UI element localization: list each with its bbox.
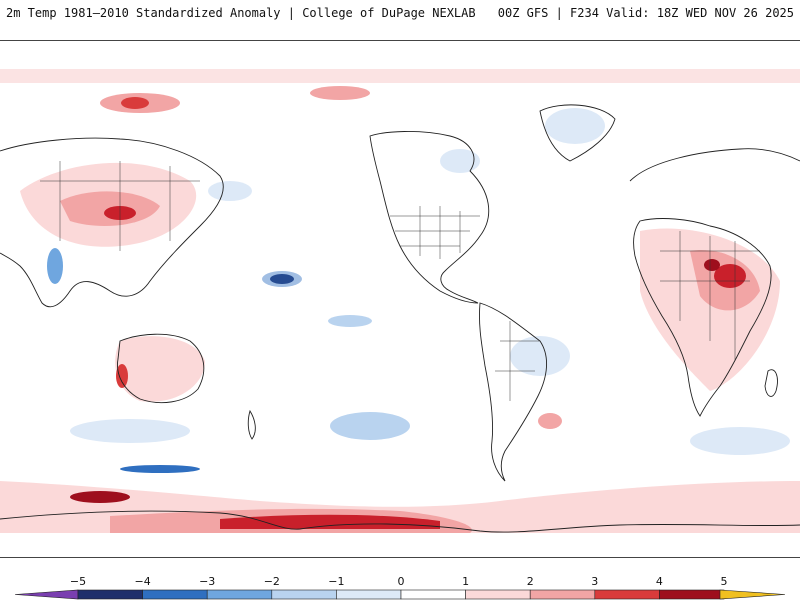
colorbar-bin (271, 589, 337, 600)
africa-coast (633, 218, 772, 417)
siberia-warm-core (121, 97, 149, 109)
sudan-warm-core (704, 259, 720, 271)
colorbar-bin (400, 589, 466, 600)
colorbar-tick-label: 4 (656, 575, 663, 588)
india-cold-anomaly (47, 248, 63, 284)
australia-anomaly (115, 336, 205, 402)
anomaly-map (0, 40, 800, 558)
hudson-cool (440, 149, 480, 173)
map-bottom-margin (0, 533, 800, 557)
colorbar-tick-label: 1 (462, 575, 469, 588)
pacific-cold-core (270, 274, 294, 284)
w-australia-warm (116, 364, 128, 388)
uruguay-warm (538, 413, 562, 429)
map-canvas (0, 41, 800, 557)
madagascar-coast (764, 369, 778, 397)
colorbar-tick-label: 3 (591, 575, 598, 588)
east-africa-warm-core (714, 264, 746, 288)
weddell-warm-core (70, 491, 130, 503)
colorbar-svg: −5 −4 −3 −2 −1 0 1 2 3 4 5 (14, 575, 786, 600)
coastlines (0, 104, 800, 533)
colorbar-bin (465, 589, 531, 600)
south-pacific-cool (330, 412, 410, 440)
colorbar-arrow-high (719, 589, 786, 600)
indian-ocean-cool (690, 427, 790, 455)
antarctica-coast (0, 510, 800, 533)
colorbar-bin (206, 589, 273, 600)
south-america-cool (510, 336, 570, 376)
colorbar-bin (594, 589, 660, 600)
asia-borders (40, 161, 200, 251)
bering-warm-anomaly (310, 86, 370, 100)
eurasia-coast (0, 137, 800, 308)
colorbar-tick-label: −4 (134, 575, 150, 588)
colorbar-bin (336, 589, 402, 600)
colorbar-bin (659, 589, 725, 600)
colorbar-tick-label: 2 (527, 575, 534, 588)
greenland-coast (539, 104, 616, 162)
central-pacific-cold (328, 315, 372, 327)
colorbar-arrow-low (14, 589, 79, 600)
map-title: 2m Temp 1981–2010 Standardized Anomaly |… (6, 6, 476, 20)
australia-coast (117, 333, 205, 404)
africa-borders (660, 231, 760, 361)
south-america-coast (479, 302, 547, 482)
colorbar-tick-label: −3 (199, 575, 215, 588)
colorbar: −5 −4 −3 −2 −1 0 1 2 3 4 5 (0, 570, 800, 600)
colorbar-bin (529, 589, 596, 600)
pacific-cold-anomaly (262, 271, 302, 287)
greenland-cool (545, 108, 605, 144)
political-borders (40, 161, 760, 401)
new-zealand-coast (247, 409, 256, 440)
colorbar-bin (142, 589, 208, 600)
colorbar-tick-label: 5 (721, 575, 728, 588)
southern-ocean-cool (70, 419, 190, 443)
colorbar-tick-label: −1 (328, 575, 344, 588)
colorbar-tick-label: −5 (70, 575, 86, 588)
north-pacific-cool (208, 181, 252, 201)
antarctic-coast-cold (120, 465, 200, 473)
model-run-info: 00Z GFS | F234 Valid: 18Z WED NOV 26 202… (497, 6, 794, 20)
colorbar-bin (77, 589, 143, 600)
north-america-coast (369, 131, 490, 304)
colorbar-tick-label: −2 (264, 575, 280, 588)
colorbar-tick-label: 0 (398, 575, 405, 588)
arctic-anomaly-band (0, 69, 800, 83)
south-america-borders (495, 321, 540, 401)
us-state-borders (390, 206, 480, 259)
header: 2m Temp 1981–2010 Standardized Anomaly |… (0, 0, 800, 26)
